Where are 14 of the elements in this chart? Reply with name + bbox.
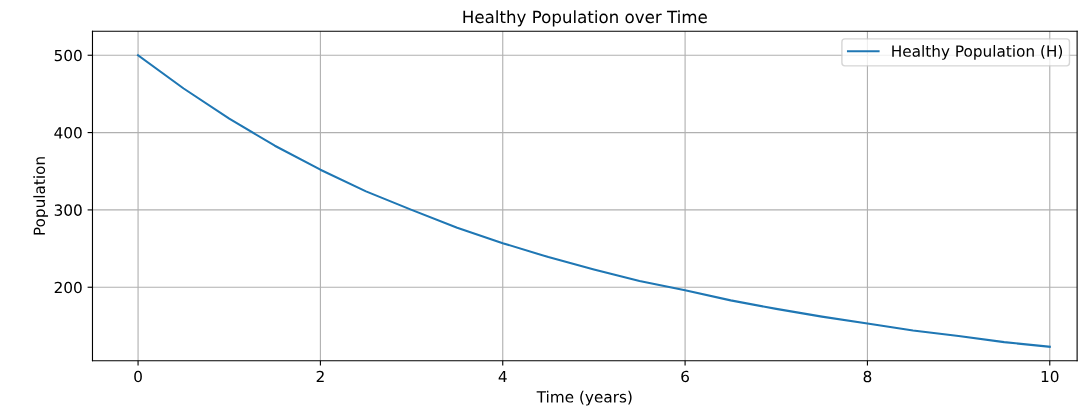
y-tick-label: 500 bbox=[54, 49, 82, 62]
x-tick-label: 0 bbox=[134, 370, 142, 383]
y-tick-label: 200 bbox=[54, 281, 82, 294]
x-tick-label: 6 bbox=[681, 370, 689, 383]
x-tick-label: 8 bbox=[863, 370, 872, 383]
x-tick-label: 4 bbox=[498, 370, 507, 383]
y-tick-label: 300 bbox=[54, 204, 82, 216]
y-axis-title: Population bbox=[33, 157, 49, 235]
x-tick-label: 10 bbox=[1041, 370, 1059, 383]
x-tick-label: 2 bbox=[316, 370, 324, 383]
chart-title: Healthy Population over Time bbox=[463, 10, 707, 27]
legend-label: Healthy Population (H) bbox=[892, 45, 1063, 60]
x-axis-title: Time (years) bbox=[536, 390, 632, 406]
y-tick-label: 400 bbox=[54, 127, 82, 139]
